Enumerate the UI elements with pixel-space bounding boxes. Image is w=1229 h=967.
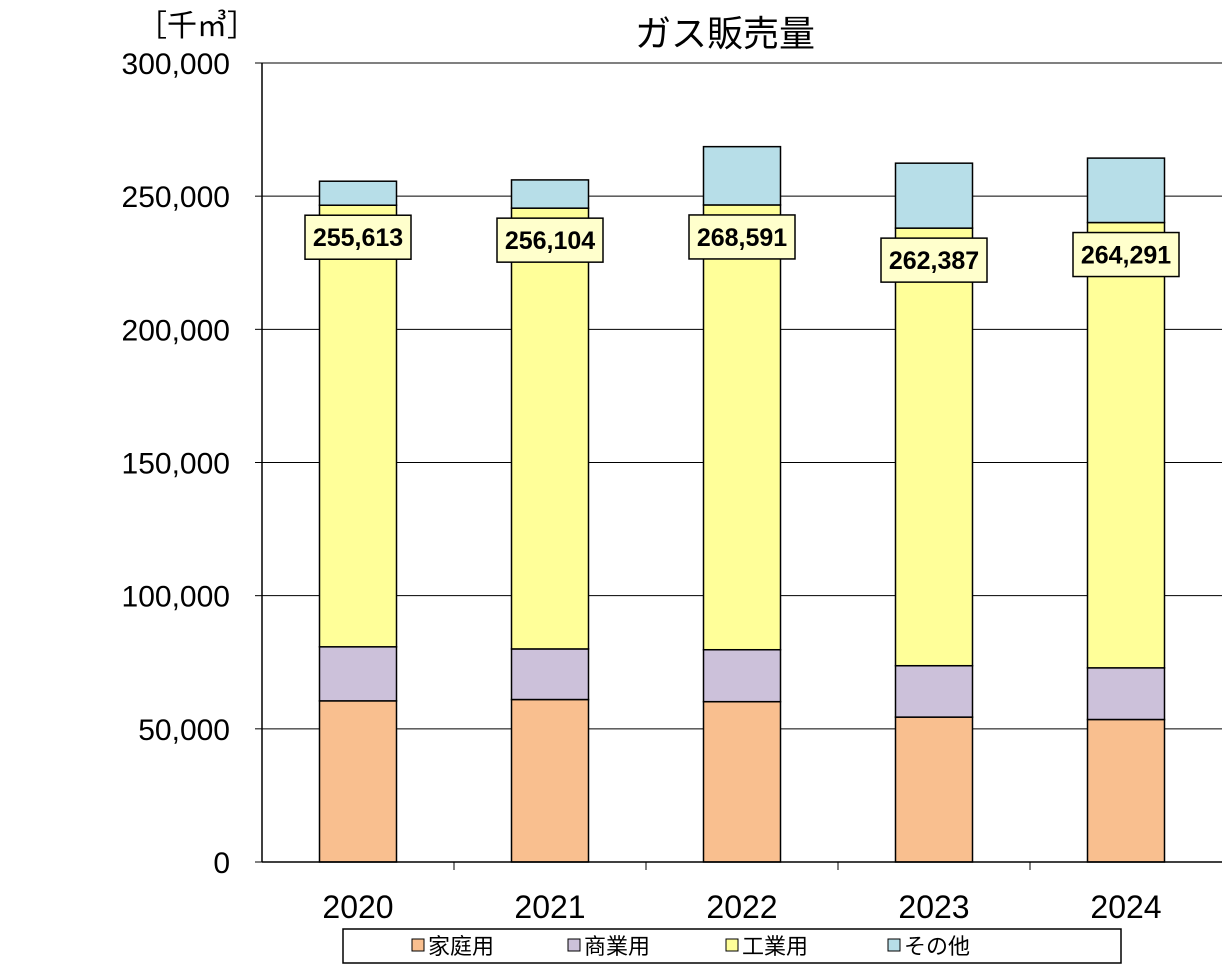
- y-tick-label: 50,000: [138, 714, 230, 747]
- x-category-label: 2021: [514, 889, 585, 925]
- y-tick-label: 200,000: [122, 314, 230, 347]
- legend-label: 商業用: [584, 934, 650, 959]
- legend: 家庭用 商業用 工業用 その他: [342, 928, 1122, 964]
- bar-segment: [702, 700, 782, 863]
- x-category-label: 2023: [898, 889, 969, 925]
- total-label-box: [304, 214, 412, 260]
- total-label: 256,104: [505, 227, 595, 255]
- y-tick-labels: 0 50,000 100,000 150,000 200,000 250,000 300,0…: [122, 48, 230, 880]
- legend-label: 工業用: [742, 934, 808, 959]
- bar-segment: [318, 180, 398, 206]
- total-label-box: [496, 217, 604, 263]
- chart-title: ガス販売量: [635, 13, 815, 54]
- unit-label: ［千㎥］: [137, 10, 257, 43]
- bar-segment: [318, 204, 398, 648]
- y-tick-label: 0: [213, 847, 230, 880]
- bar-segment: [510, 207, 590, 650]
- bar-segment: [894, 162, 974, 229]
- bar-segment: [894, 227, 974, 667]
- total-label-box: [880, 237, 988, 283]
- legend-swatch: [411, 938, 425, 952]
- bar-segment: [894, 716, 974, 863]
- legend-label: その他: [904, 934, 970, 959]
- y-tick-label: 150,000: [122, 448, 230, 481]
- y-tick-label: 250,000: [122, 181, 230, 214]
- bar-segment: [702, 204, 782, 651]
- bars: [318, 145, 1166, 863]
- bar-segment: [1086, 221, 1166, 669]
- bar-segment: [702, 145, 782, 206]
- bar-segment: [702, 648, 782, 703]
- x-category-label: 2024: [1090, 889, 1161, 925]
- bar-segment: [1086, 718, 1166, 863]
- x-category-labels: 2020 2021 2022 2023 2024: [322, 889, 1161, 925]
- x-category-label: 2020: [322, 889, 393, 925]
- y-tick-label: 300,000: [122, 48, 230, 81]
- bar-segment: [894, 664, 974, 718]
- bar-segment: [510, 648, 590, 701]
- total-label-box: [688, 214, 796, 260]
- legend-swatch: [567, 938, 581, 952]
- bar-segment: [318, 700, 398, 863]
- x-category-label: 2022: [706, 889, 777, 925]
- total-labels: 255,613 256,104 268,591 262,387 264,291: [304, 214, 1180, 283]
- bar-segment: [318, 646, 398, 702]
- bar-segment: [510, 698, 590, 863]
- axes: [255, 62, 1222, 870]
- bar-segment: [1086, 157, 1166, 224]
- bar-segment: [1086, 667, 1166, 721]
- total-label: 262,387: [889, 247, 979, 275]
- total-label: 264,291: [1081, 242, 1171, 270]
- total-label: 255,613: [313, 224, 403, 252]
- total-label: 268,591: [697, 224, 787, 252]
- y-tick-label: 100,000: [122, 581, 230, 614]
- bar-segment: [510, 179, 590, 209]
- legend-label: 家庭用: [428, 934, 494, 959]
- legend-swatch: [725, 938, 739, 952]
- total-label-box: [1072, 231, 1180, 278]
- legend-swatch: [887, 938, 901, 952]
